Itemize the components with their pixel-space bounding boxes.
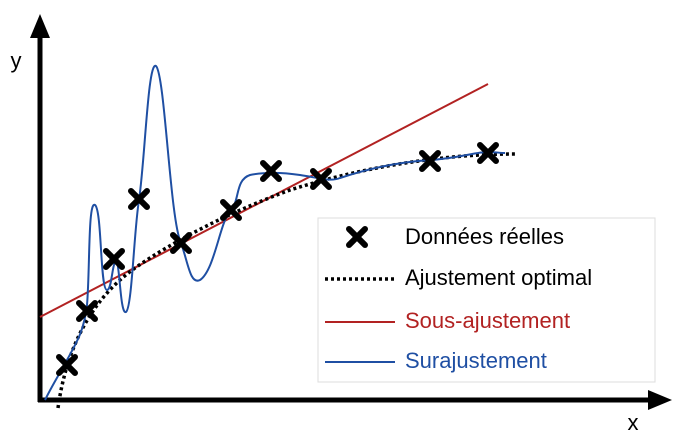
overfit-curve [44, 64, 506, 401]
x-axis-label: x [628, 410, 639, 434]
y-axis-label: y [11, 48, 22, 73]
legend [317, 217, 656, 383]
legend-label: Surajustement [405, 348, 547, 373]
legend-label: Données réelles [405, 224, 564, 249]
legend-label: Sous-ajustement [405, 308, 570, 333]
legend-label: Ajustement optimal [405, 265, 592, 290]
underfit-line [39, 83, 489, 318]
optimal-fit-curve [56, 152, 516, 409]
axes [30, 14, 672, 410]
